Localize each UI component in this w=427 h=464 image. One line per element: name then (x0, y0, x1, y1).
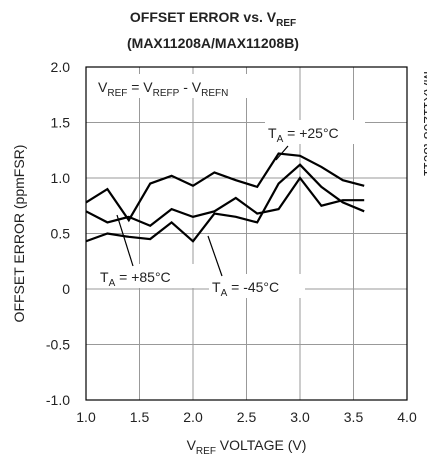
label-bg (97, 264, 195, 288)
annotation-part: = V (127, 79, 153, 95)
series-label: TA = -45°C (212, 279, 279, 299)
annotation-part: REFN (201, 88, 228, 99)
label-bg (209, 274, 305, 298)
series-label-part: A (221, 288, 228, 299)
x-tick-label: 2.5 (237, 409, 257, 425)
chart-subtitle: (MAX11208A/MAX11208B) (127, 35, 299, 51)
x-tick-label: 2.0 (183, 409, 203, 425)
x-axis-label-part: VOLTAGE (V) (216, 437, 307, 453)
x-tick-label: 1.0 (76, 409, 96, 425)
series-line (85, 152, 365, 223)
y-tick-label: 0.5 (51, 226, 71, 242)
y-tick-label: -1.0 (46, 392, 70, 408)
series-label-part: = -45°C (227, 279, 279, 295)
annotation-part: REF (107, 88, 127, 99)
x-tick-label: 3.5 (344, 409, 364, 425)
series-line (85, 163, 365, 243)
x-axis-label-part: V (187, 437, 197, 453)
side-note: MAX11208 toc11 (421, 71, 427, 177)
series-label-part: = +25°C (283, 125, 338, 141)
annotation-part: V (98, 79, 108, 95)
plot-frame (85, 66, 408, 401)
annotation: VREF = VREFP - VREFN (98, 79, 228, 99)
series-label-part: A (109, 278, 116, 289)
y-tick-label: 2.0 (51, 59, 71, 75)
series-line (85, 176, 365, 227)
series-label-part: A (277, 134, 284, 145)
series-label: TA = +25°C (268, 125, 339, 145)
y-tick-label: 1.0 (51, 170, 71, 186)
chart-title-part: OFFSET ERROR vs. V (130, 9, 277, 25)
y-tick-label: 0 (62, 281, 70, 297)
series-label-part: T (100, 269, 109, 285)
series-label-part: = +85°C (115, 269, 170, 285)
series-label-part: T (268, 125, 277, 141)
leader-line (207, 235, 223, 277)
annotation-part: REFP (153, 88, 180, 99)
x-tick-label: 3.0 (290, 409, 310, 425)
x-axis-label-part: REF (196, 446, 216, 457)
y-tick-label: 1.5 (51, 115, 71, 131)
leader-line (116, 214, 134, 267)
y-tick-label: -0.5 (46, 337, 70, 353)
x-tick-label: 1.5 (130, 409, 150, 425)
y-axis-label: OFFSET ERROR (ppmFSR) (11, 145, 27, 323)
x-axis-label: VREF VOLTAGE (V) (187, 437, 307, 457)
chart-title-part: REF (276, 18, 296, 29)
leader-line (275, 145, 289, 161)
series-label-part: T (212, 279, 221, 295)
series-label: TA = +85°C (100, 269, 171, 289)
label-bg (95, 74, 265, 98)
label-bg (265, 120, 365, 144)
annotation-part: - V (179, 79, 201, 95)
x-tick-label: 4.0 (397, 409, 417, 425)
chart-title: OFFSET ERROR vs. VREF (130, 9, 296, 29)
